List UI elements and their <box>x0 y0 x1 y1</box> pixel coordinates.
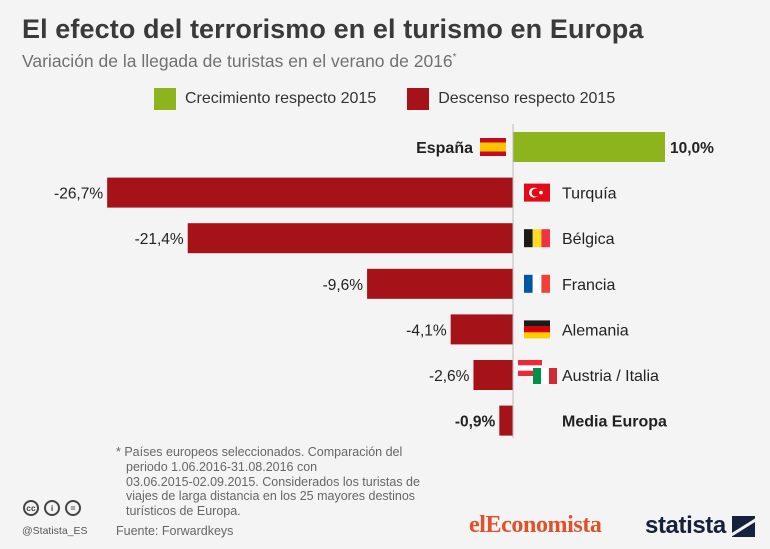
flag-germany-icon <box>524 320 550 339</box>
flag-austria-italy-icon <box>518 360 557 384</box>
subtitle-footnote-mark: * <box>452 52 457 64</box>
value-label: 10,0% <box>670 140 714 157</box>
value-label: -9,6% <box>323 277 364 294</box>
flag-star <box>539 190 543 195</box>
eleconomista-logo: elEconomista <box>469 512 602 539</box>
by-icon: i <box>44 500 60 516</box>
legend-swatch-growth <box>154 88 176 110</box>
flag-stripe <box>533 368 541 384</box>
flag-stripe <box>524 229 533 248</box>
legend-label-decline: Descenso respecto 2015 <box>438 90 616 107</box>
flag-stripe <box>541 229 550 248</box>
flag-stripe <box>541 368 549 384</box>
bar-chart: 10,0% España -26,7% Turquía -21,4% Bélgica -9,… <box>54 124 714 438</box>
statista-mark-icon <box>731 515 755 537</box>
bar <box>107 177 513 208</box>
flag-turkey-icon <box>524 183 550 202</box>
social-handle: @Statista_ES <box>22 525 88 537</box>
footnote-line: periodo 1.06.2016-31.08.2016 con <box>126 459 318 474</box>
statista-wordmark: statista <box>645 512 726 539</box>
category-label: Francia <box>562 277 615 294</box>
legend-label-growth: Crecimiento respecto 2015 <box>185 90 377 107</box>
flag-stripe <box>524 332 550 339</box>
value-label: -4,1% <box>406 322 447 339</box>
footnote-line: * Países europeos seleccionados. Compara… <box>116 445 403 459</box>
cc-icon: cc <box>23 500 39 516</box>
license-icons: cc i = <box>23 500 86 516</box>
flag-stripe <box>524 326 550 333</box>
footnote-line: turísticos de Europa. <box>126 504 241 519</box>
chart-subtitle: Variación de la llegada de turistas en e… <box>22 51 457 72</box>
bar <box>367 268 513 299</box>
flag-stripe <box>524 320 550 327</box>
flag-france-icon <box>524 274 550 293</box>
footnote-line: viajes de larga distancia en los 25 mayo… <box>126 489 416 504</box>
category-label: Austria / Italia <box>562 368 659 385</box>
equal-icon: = <box>65 500 81 516</box>
eleconomista-logo-part1: el <box>469 512 486 538</box>
bar <box>187 223 513 254</box>
legend: Crecimiento respecto 2015 Descenso respe… <box>154 88 646 110</box>
category-label: Alemania <box>562 322 629 339</box>
flag-stripe <box>532 274 542 293</box>
value-label: -2,6% <box>429 368 470 385</box>
bar <box>513 132 665 162</box>
bar <box>499 405 513 436</box>
flag-spain-icon <box>480 138 506 156</box>
value-label: -0,9% <box>455 414 496 431</box>
statista-logo: statista <box>645 512 755 540</box>
eleconomista-logo-part2: Economista <box>485 512 602 538</box>
flag-crescent-cut <box>531 188 540 197</box>
footnote-line: 03.06.2015-02.09.2015. Considerados los … <box>126 474 420 489</box>
source-note: Fuente: Forwardkeys <box>116 524 234 538</box>
flag-stripe <box>549 368 557 384</box>
subtitle-text: Variación de la llegada de turistas en e… <box>22 51 453 71</box>
category-label: Bélgica <box>562 231 615 248</box>
chart-title: El efecto del terrorismo en el turismo e… <box>22 14 644 44</box>
flag-belgium-icon <box>524 229 550 248</box>
flag-stripe <box>541 274 550 293</box>
bar <box>473 360 513 390</box>
category-label: Media Europa <box>562 414 667 431</box>
legend-item-decline: Descenso respecto 2015 <box>407 88 615 110</box>
value-label: -26,7% <box>54 186 103 203</box>
flag-stripe <box>480 142 506 152</box>
legend-swatch-decline <box>407 88 430 110</box>
flag-stripe <box>524 274 533 293</box>
category-label: Turquía <box>562 186 617 203</box>
flag-stripe <box>532 229 542 248</box>
flag-stripe <box>518 365 542 371</box>
value-label: -21,4% <box>135 231 184 248</box>
footnote: * Países europeos seleccionados. Compara… <box>116 445 436 519</box>
bar <box>450 314 513 345</box>
legend-item-growth: Crecimiento respecto 2015 <box>154 88 376 110</box>
category-label: España <box>416 140 473 157</box>
